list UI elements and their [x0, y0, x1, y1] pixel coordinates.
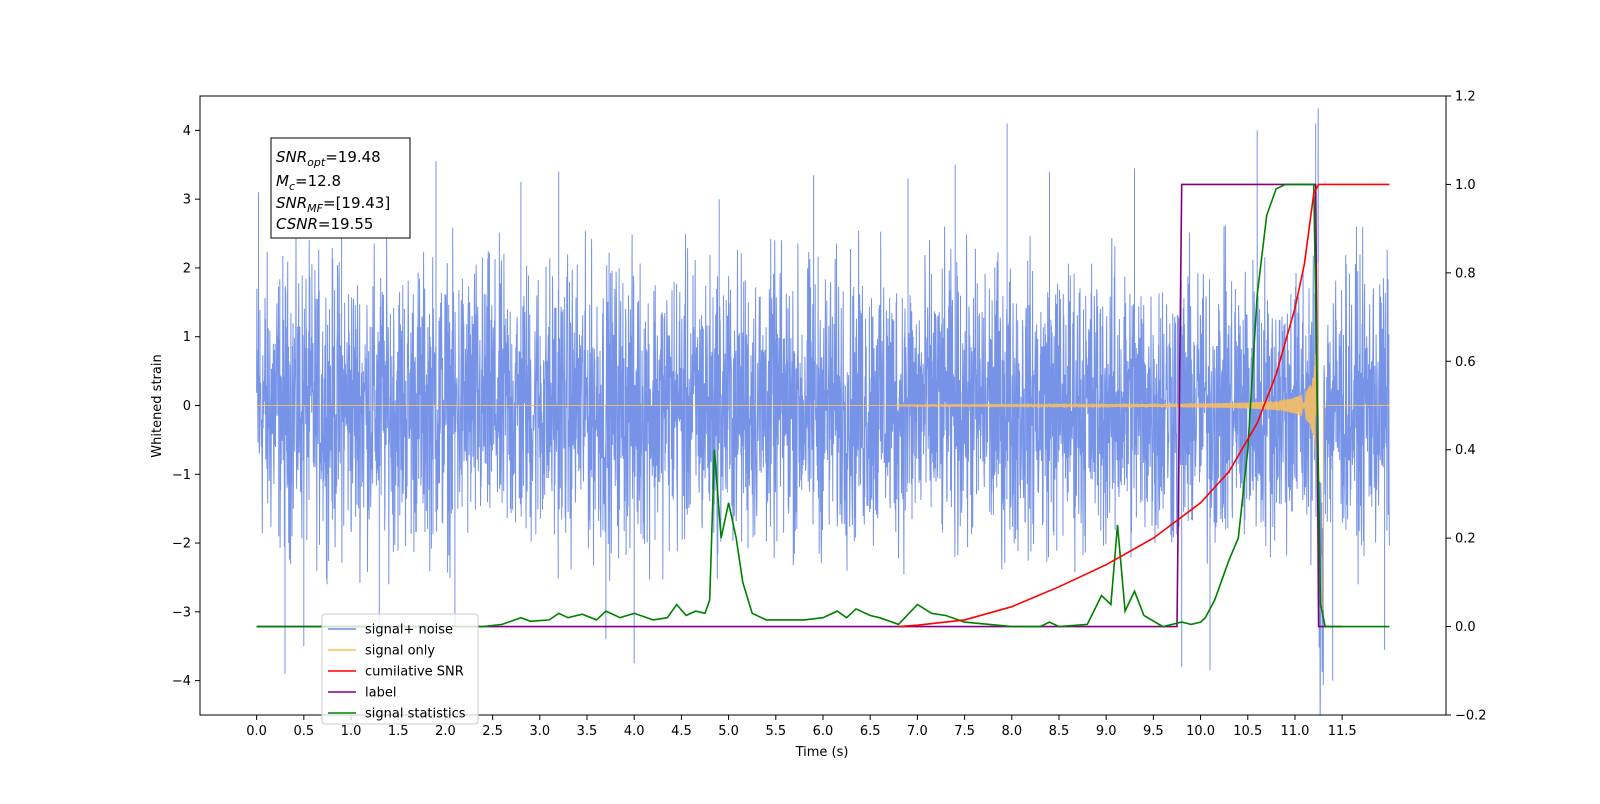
x-tick-label: 0.0 [246, 724, 267, 739]
y-tick-label-right: 0.8 [1455, 266, 1476, 281]
metrics-annotation: SNRopt=19.48 Mc=12.8 SNRMF=[19.43] CSNR=… [270, 137, 411, 239]
x-tick-label: 4.5 [671, 724, 692, 739]
annotation-mc: Mc=12.8 [276, 172, 341, 193]
x-tick-label: 8.0 [1001, 724, 1022, 739]
y-tick-label-right: 0.6 [1455, 355, 1476, 370]
x-tick-label: 9.5 [1143, 724, 1164, 739]
x-tick-label: 10.5 [1233, 724, 1262, 739]
series-signal-statistics [256, 183, 1390, 628]
x-tick-label: 7.0 [907, 724, 928, 739]
y-tick-label-left: −1 [172, 468, 191, 483]
y-tick-label-right: 1.2 [1455, 90, 1476, 105]
x-tick-label: 9.0 [1096, 724, 1117, 739]
x-tick-label: 6.0 [813, 724, 834, 739]
series-cumulative-snr [898, 183, 1390, 628]
legend-label: signal only [365, 644, 435, 659]
y-tick-label-right: 0.4 [1455, 443, 1476, 458]
legend-label: signal+ noise [365, 623, 453, 638]
legend: signal+ noise signal only cumilative SNR la… [321, 613, 479, 725]
y-tick-label-left: 1 [183, 330, 191, 345]
legend-label: cumilative SNR [365, 665, 464, 680]
y-tick-label-left: 4 [183, 124, 191, 139]
x-tick-label: 7.5 [954, 724, 975, 739]
x-tick-label: 10.0 [1186, 724, 1215, 739]
y-tick-label-right: 1.0 [1455, 178, 1476, 193]
y-tick-label-left: 2 [183, 261, 191, 276]
x-tick-label: 3.5 [577, 724, 598, 739]
y-tick-label-right: 0.2 [1455, 532, 1476, 547]
x-tick-label: 2.0 [435, 724, 456, 739]
annotation-csnr: CSNR=19.55 [276, 215, 373, 233]
y-tick-label-left: −4 [172, 674, 191, 689]
x-tick-label: 3.0 [529, 724, 550, 739]
legend-label: label [365, 686, 396, 701]
x-tick-label: 1.0 [341, 724, 362, 739]
y-tick-label-left: −3 [172, 605, 191, 620]
y-tick-label-left: 0 [183, 399, 191, 414]
x-tick-label: 11.0 [1280, 724, 1309, 739]
x-axis-label: Time (s) [795, 745, 849, 760]
x-tick-label: 6.5 [860, 724, 881, 739]
y-tick-label-left: −2 [172, 537, 191, 552]
legend-label: signal statistics [365, 707, 466, 722]
y-tick-label-left: 3 [183, 193, 191, 208]
annotation-box [270, 137, 411, 239]
annotation-snr-opt: SNRopt=19.48 [276, 148, 381, 169]
legend-box [321, 613, 479, 725]
x-tick-label: 4.0 [624, 724, 645, 739]
y-tick-label-right: −0.2 [1455, 709, 1487, 724]
series-signal-only [256, 262, 1390, 610]
x-tick-label: 11.5 [1328, 724, 1357, 739]
x-tick-label: 2.5 [482, 724, 503, 739]
x-tick-label: 1.5 [388, 724, 409, 739]
x-tick-label: 5.5 [765, 724, 786, 739]
y-tick-label-right: 0.0 [1455, 620, 1476, 635]
y-axis-label: Whitened strain [150, 354, 165, 457]
annotation-snr-mf: SNRMF=[19.43] [276, 194, 390, 215]
x-tick-label: 0.5 [293, 724, 314, 739]
x-tick-label: 5.0 [718, 724, 739, 739]
x-tick-label: 8.5 [1049, 724, 1070, 739]
